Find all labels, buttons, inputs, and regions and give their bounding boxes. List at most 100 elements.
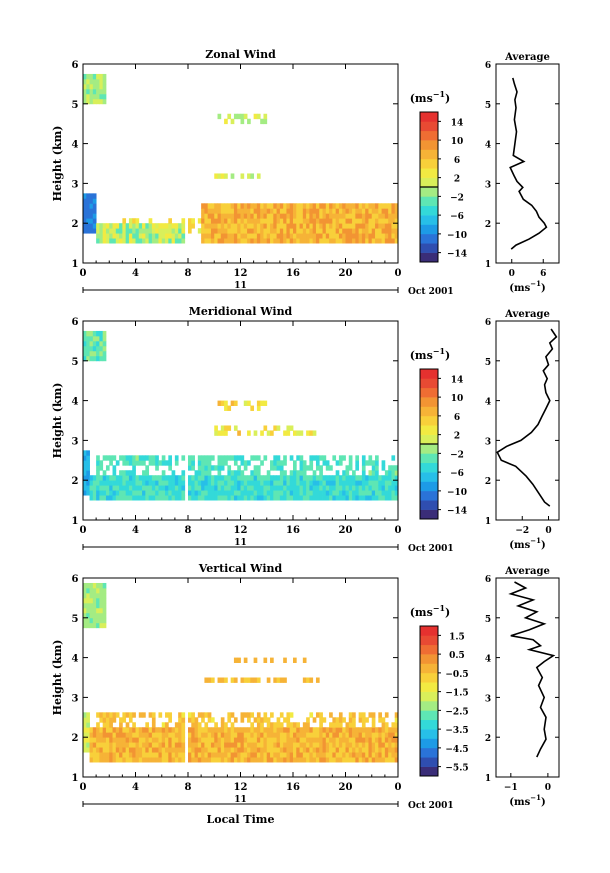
heatmap-cell (253, 717, 258, 723)
heatmap-cell (83, 480, 87, 486)
heatmap-cell (148, 223, 153, 229)
heatmap-cell (388, 495, 392, 501)
heatmap-cell (92, 612, 97, 619)
heatmap-cell (102, 587, 107, 594)
heatmap-cell (99, 88, 104, 95)
heatmap-cell (335, 480, 340, 486)
heatmap-cell (132, 747, 136, 753)
heatmap-cell (201, 490, 205, 496)
heatmap-cell (168, 717, 172, 723)
heatmap-cell (381, 490, 386, 496)
heatmap-cell (247, 480, 251, 486)
heatmap-cell (86, 470, 90, 476)
heatmap-cell (322, 490, 327, 496)
heatmap-cell (355, 490, 360, 496)
heatmap-cell (332, 223, 337, 229)
colorbar-swatch (420, 196, 438, 207)
heatmap-cell (388, 470, 392, 476)
heatmap-cell (391, 233, 396, 239)
heatmap-cell (315, 455, 320, 461)
heatmap-cell (263, 455, 268, 461)
heatmap-cell (270, 722, 274, 728)
heatmap-cell (158, 712, 163, 718)
heatmap-cell (148, 495, 153, 501)
heatmap-cell (148, 727, 153, 733)
heatmap-cell (273, 677, 277, 683)
colorbar-swatch (420, 215, 438, 225)
heatmap-cell (312, 233, 317, 239)
heatmap-cell (322, 480, 327, 486)
heatmap-cell (181, 480, 186, 486)
heatmap-cell (188, 752, 192, 758)
heatmap-cell (96, 78, 100, 85)
heatmap-cell (217, 490, 222, 496)
heatmap-cell (325, 752, 330, 758)
heatmap-cell (83, 722, 87, 728)
heatmap-cell (286, 213, 291, 219)
heatmap-cell (83, 717, 87, 723)
heatmap-cell (188, 475, 192, 481)
heatmap-cell (161, 490, 166, 496)
heatmap-cell (188, 490, 192, 496)
heatmap-cell (135, 233, 140, 239)
heatmap-cell (89, 602, 94, 609)
heatmap-cell (237, 727, 241, 733)
heatmap-cell (375, 223, 379, 229)
heatmap-cell (270, 238, 274, 244)
heatmap-cell (384, 752, 389, 758)
heatmap-cell (142, 490, 146, 496)
heatmap-cell (322, 475, 327, 481)
heatmap-cell (230, 238, 235, 244)
colorbar-swatch (420, 663, 438, 674)
heatmap-cell (96, 612, 100, 619)
heatmap-cell (191, 737, 195, 743)
heatmap-cell (352, 228, 356, 234)
heatmap-cell (270, 737, 274, 743)
heatmap-cell (384, 732, 389, 738)
heatmap-cell (89, 218, 94, 224)
heatmap-cell (230, 400, 235, 406)
heatmap-cell (99, 617, 104, 624)
heatmap-cell (201, 470, 205, 476)
heatmap-cell (204, 213, 209, 219)
heatmap-cell (279, 228, 284, 234)
heatmap-cell (279, 238, 284, 244)
heatmap-cell (247, 752, 251, 758)
heatmap-cell (352, 732, 356, 738)
heatmap-cell (273, 465, 277, 471)
heatmap-cell (99, 335, 104, 342)
heatmap-cell (158, 460, 163, 466)
heatmap-cell (391, 455, 396, 461)
heatmap-cell (178, 495, 182, 501)
heatmap-cell (348, 742, 353, 748)
heatmap-cell (309, 203, 314, 209)
heatmap-cell (283, 470, 287, 476)
heatmap-cell (86, 602, 90, 609)
heatmap-cell (253, 747, 258, 753)
heatmap-cell (142, 480, 146, 486)
colorbar-tick-label: −0.5 (445, 670, 468, 680)
heatmap-cell (276, 495, 281, 501)
heatmap-cell (325, 737, 330, 743)
heatmap-cell (247, 712, 251, 718)
heatmap-cell (381, 223, 386, 229)
heatmap-cell (99, 73, 104, 80)
heatmap-cell (253, 485, 258, 491)
heatmap-cell (299, 495, 304, 501)
heatmap-cell (358, 228, 363, 234)
heatmap-cell (309, 208, 314, 214)
heatmap-cell (299, 742, 304, 748)
heatmap-cell (119, 480, 123, 486)
heatmap-cell (224, 400, 228, 406)
heatmap-cell (214, 495, 218, 501)
heatmap-cell (381, 495, 386, 501)
heatmap-cell (86, 485, 90, 491)
heatmap-cell (191, 732, 195, 738)
heatmap-cell (174, 495, 179, 501)
heatmap-cell (168, 732, 172, 738)
heatmap-cell (112, 465, 117, 471)
heatmap-cell (345, 223, 350, 229)
heatmap-cell (256, 475, 261, 481)
heatmap-cell (279, 208, 284, 214)
heatmap-cell (142, 757, 146, 763)
